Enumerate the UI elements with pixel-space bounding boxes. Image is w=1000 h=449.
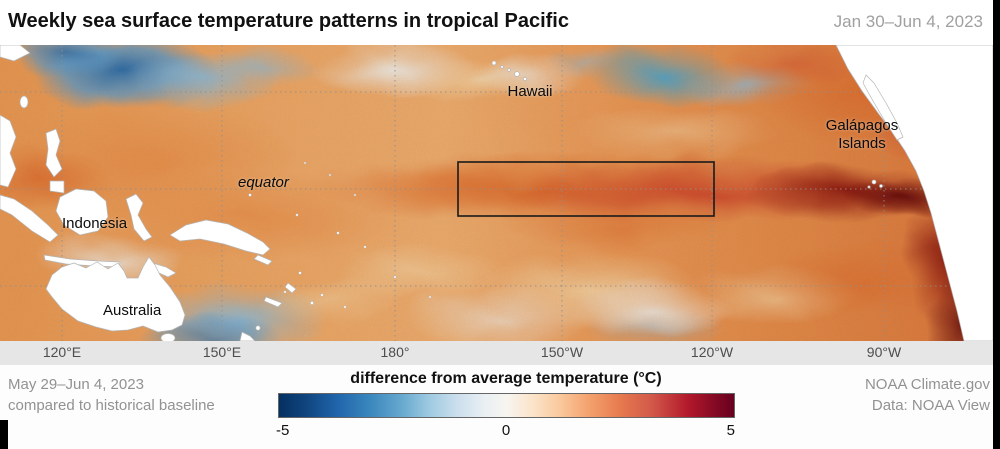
data-source-credit: Data: NOAA View: [871, 397, 990, 414]
map-label-indonesia: Indonesia: [62, 215, 128, 232]
land-new-caledonia: [263, 296, 283, 308]
land-americas: [835, 45, 993, 341]
pacific-sst-map: Hawaii equator Indonesia Australia Galáp…: [0, 45, 993, 341]
land-new-zealand: [239, 331, 256, 341]
animation-date-range: Jan 30–Jun 4, 2023: [833, 12, 983, 31]
map-label-galapagos: Galápagos Islands: [825, 117, 899, 152]
land-vanuatu: [284, 282, 297, 294]
colorbar-zero-label: 0: [501, 422, 511, 439]
colorbar-min-label: -5: [276, 422, 290, 439]
colorbar-max-label: 5: [726, 422, 735, 439]
landmasses: [0, 45, 993, 341]
land-hawaii-islands: [491, 60, 527, 81]
page-corner-bottom-left: [0, 420, 8, 449]
title-band: Weekly sea surface temperature patterns …: [0, 0, 993, 45]
land-nz-north: [255, 325, 261, 331]
longitude-axis: 120°E 150°E 180° 150°W 120°W 90°W: [0, 341, 993, 365]
legend-band: May 29–Jun 4, 2023 compared to historica…: [0, 365, 993, 449]
land-solomons: [253, 254, 273, 266]
land-mindanao: [49, 180, 65, 194]
land-borneo: [55, 188, 109, 236]
colorbar-gradient: [278, 393, 735, 418]
land-australia: [45, 256, 186, 333]
lon-tick-120e: 120°E: [42, 344, 82, 360]
land-small-islands: [248, 161, 432, 309]
land-sumatra: [0, 194, 59, 243]
land-indochina: [0, 114, 17, 188]
baseline-label: compared to historical baseline: [8, 397, 215, 414]
map-label-equator: equator: [238, 174, 289, 191]
current-week-block: May 29–Jun 4, 2023 compared to historica…: [8, 374, 215, 416]
sst-heatmap-canvas: [0, 45, 993, 341]
lon-tick-180: 180°: [380, 344, 410, 360]
lon-tick-150e: 150°E: [202, 344, 242, 360]
land-sulawesi: [125, 193, 153, 242]
map-label-australia: Australia: [103, 302, 162, 319]
land-baja-california: [862, 74, 904, 141]
land-japan: [0, 45, 31, 62]
land-galapagos-islands: [867, 179, 883, 189]
current-week-label: May 29–Jun 4, 2023: [8, 376, 144, 393]
land-new-guinea: [169, 219, 271, 256]
land-taiwan: [19, 95, 29, 109]
page-title: Weekly sea surface temperature patterns …: [8, 10, 569, 32]
colorbar-title: difference from average temperature (°C): [350, 370, 662, 387]
lon-tick-150w: 150°W: [540, 344, 584, 360]
page-edge-right: [993, 0, 1000, 449]
lon-tick-120w: 120°W: [690, 344, 734, 360]
noaa-climate-credit: NOAA Climate.gov: [864, 376, 990, 393]
lon-tick-90w: 90°W: [866, 344, 902, 360]
credits-block: NOAA Climate.gov Data: NOAA View: [865, 374, 990, 416]
land-tasmania: [160, 333, 176, 341]
map-label-hawaii: Hawaii: [507, 83, 553, 100]
nino34-region-box: [457, 161, 715, 217]
land-philippines: [45, 128, 63, 178]
